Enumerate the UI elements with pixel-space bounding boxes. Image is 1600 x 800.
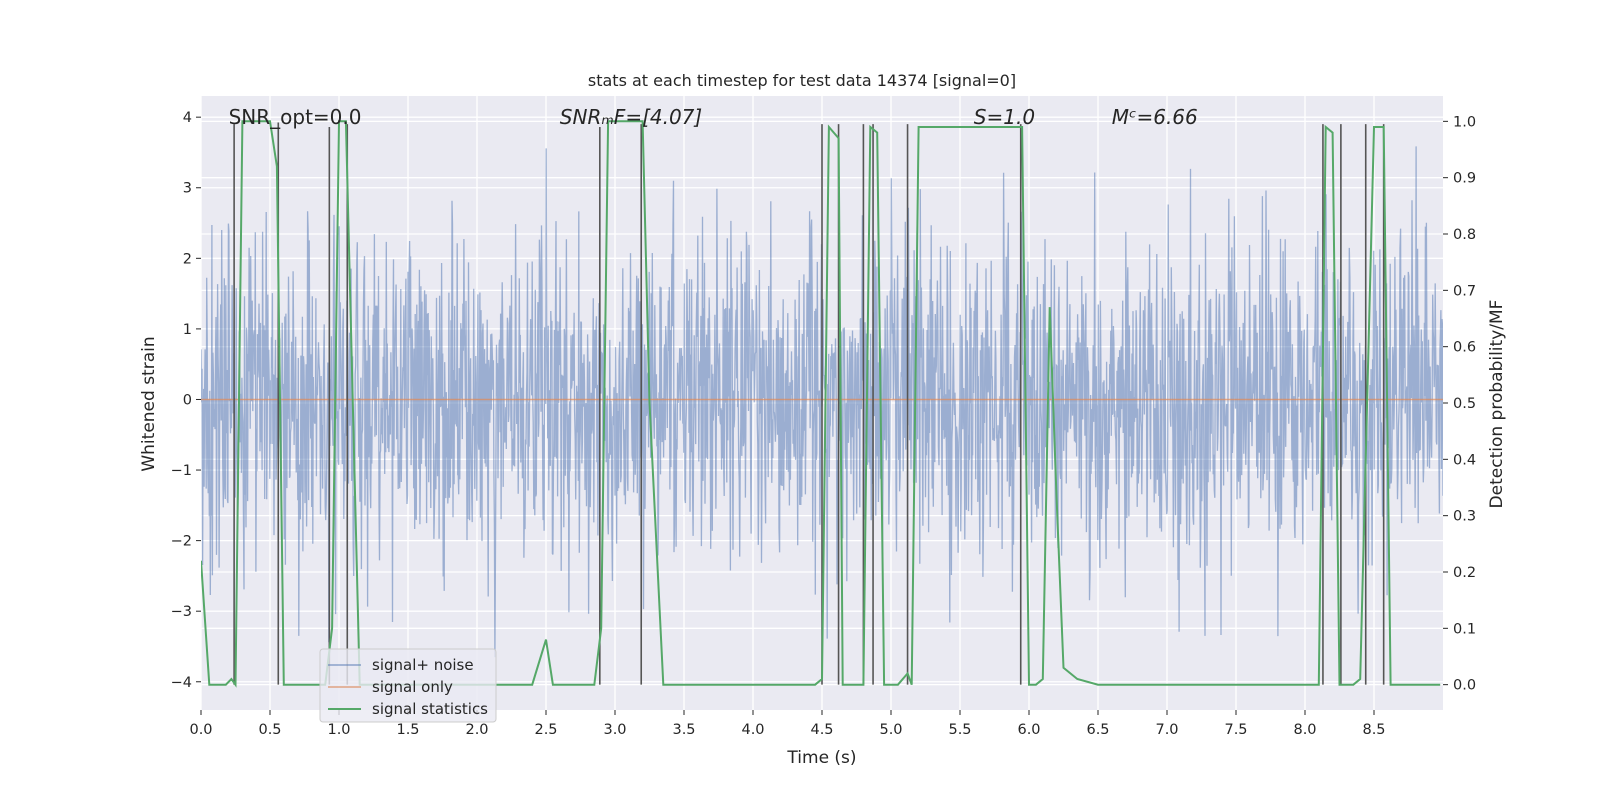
y-right-tick-label: 0.9: [1453, 171, 1476, 187]
annotation-snr-opt: SNR_opt=0.0: [229, 105, 362, 129]
x-tick-label: 3.5: [672, 722, 695, 738]
legend: signal+ noise signal only signal statist…: [319, 648, 497, 723]
x-tick-label: 3.0: [603, 722, 626, 738]
chart-title: stats at each timestep for test data 143…: [588, 71, 1016, 90]
annotation-mc-value: Mᶜ=6.66: [1112, 105, 1198, 129]
x-tick-label: 6.0: [1017, 722, 1040, 738]
annotation-snr-mf: SNRₘF=[4.07]: [560, 105, 702, 129]
x-tick-label: 5.0: [879, 722, 902, 738]
legend-label-signal-only: signal only: [372, 678, 453, 696]
x-tick-label: 1.0: [327, 722, 350, 738]
y-left-tick-label: −4: [171, 675, 192, 691]
y-left-tick-label: 3: [183, 181, 192, 197]
x-tick-label: 2.5: [534, 722, 557, 738]
y-right-tick-label: 0.5: [1453, 396, 1476, 412]
y-left-axis-label: Whitened strain: [139, 336, 159, 471]
x-tick-label: 8.0: [1293, 722, 1316, 738]
y-left-tick-label: 1: [183, 322, 192, 338]
y-left-tick-label: 2: [183, 251, 192, 267]
x-tick-label: 0.0: [189, 722, 212, 738]
x-tick-label: 0.5: [258, 722, 281, 738]
y-left-tick-label: −2: [171, 534, 192, 550]
x-tick-label: 4.5: [810, 722, 833, 738]
y-left-axis-ticks: 4 3 2 1 0 −1 −2 −3 −4: [171, 110, 201, 691]
annotation-s-value: S=1.0: [974, 105, 1035, 129]
x-tick-label: 7.5: [1224, 722, 1247, 738]
y-right-tick-label: 1.0: [1453, 114, 1476, 130]
x-tick-label: 4.0: [741, 722, 764, 738]
y-right-axis-ticks: 1.0 0.9 0.8 0.7 0.6 0.5 0.4 0.3 0.2 0.1 0.0: [1443, 114, 1476, 694]
x-axis-ticks: 0.0 0.5 1.0 1.5 2.0 2.5 3.0 3.5 4.0 4.5 5.0 5.5 6.0 6…: [189, 710, 1386, 738]
legend-label-signal-noise: signal+ noise: [372, 656, 474, 674]
x-tick-label: 1.5: [396, 722, 419, 738]
x-tick-label: 8.5: [1362, 722, 1385, 738]
x-tick-label: 5.5: [948, 722, 971, 738]
y-right-tick-label: 0.7: [1453, 283, 1476, 299]
y-left-tick-label: −3: [171, 604, 192, 620]
x-tick-label: 6.5: [1086, 722, 1109, 738]
x-axis-label: Time (s): [786, 748, 856, 768]
y-right-tick-label: 0.3: [1453, 509, 1476, 525]
y-left-tick-label: 4: [183, 110, 192, 126]
y-right-tick-label: 0.8: [1453, 227, 1476, 243]
y-right-axis-label: Detection probability/MF: [1487, 300, 1507, 509]
x-tick-label: 7.0: [1155, 722, 1178, 738]
legend-label-signal-statistics: signal statistics: [372, 700, 488, 718]
legend-box: [319, 648, 497, 723]
y-right-tick-label: 0.1: [1453, 621, 1476, 637]
annotations: SNR_opt=0.0 SNRₘF=[4.07] S=1.0 Mᶜ=6.66: [229, 105, 1198, 129]
y-right-tick-label: 0.6: [1453, 340, 1476, 356]
y-right-tick-label: 0.2: [1453, 565, 1476, 581]
y-left-tick-label: 0: [183, 392, 192, 408]
x-tick-label: 2.0: [465, 722, 488, 738]
y-right-tick-label: 0.0: [1453, 678, 1476, 694]
y-right-tick-label: 0.4: [1453, 452, 1476, 468]
y-left-tick-label: −1: [171, 463, 192, 479]
vertical-markers: [233, 122, 1385, 685]
